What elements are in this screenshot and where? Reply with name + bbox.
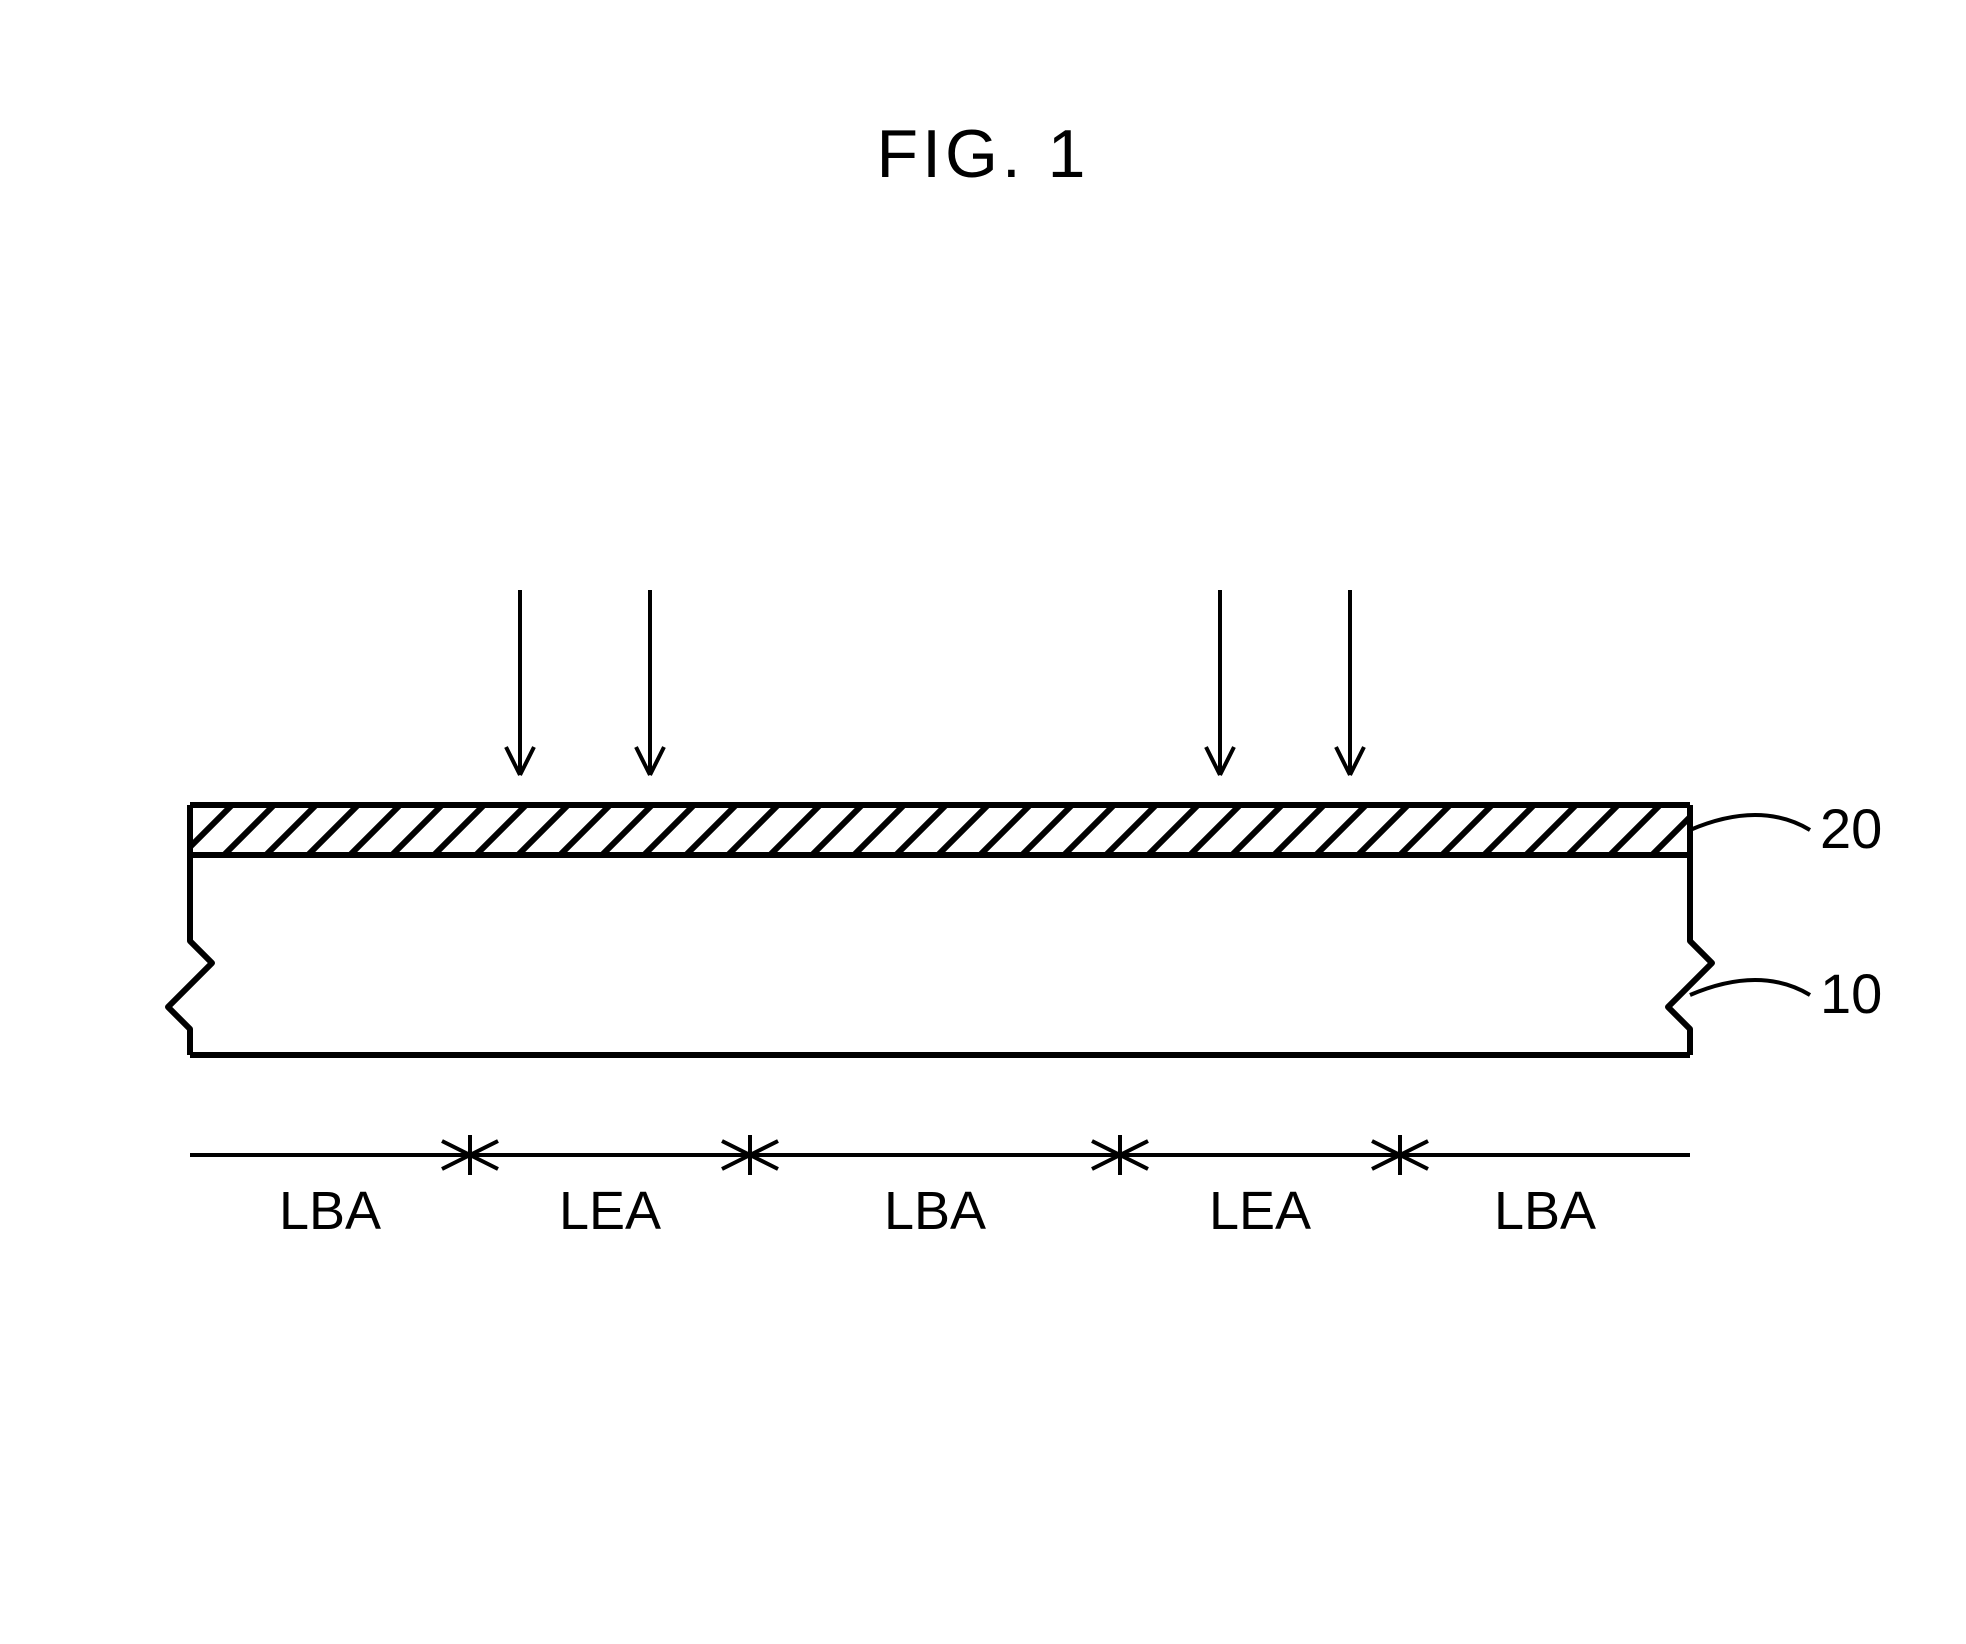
region-label-1: LEA xyxy=(510,1180,710,1242)
callout-label-0: 20 xyxy=(1820,796,1882,861)
region-axis xyxy=(190,1135,1690,1175)
region-label-4: LBA xyxy=(1445,1180,1645,1242)
region-label-0: LBA xyxy=(230,1180,430,1242)
layer-10-outline xyxy=(168,855,1712,1055)
layer-20-hatch xyxy=(98,805,1744,855)
callout-leader-1 xyxy=(1690,980,1810,995)
figure-svg xyxy=(0,0,1966,1644)
region-label-2: LBA xyxy=(835,1180,1035,1242)
callout-leader-0 xyxy=(1690,815,1810,830)
region-label-3: LEA xyxy=(1160,1180,1360,1242)
irradiation-arrows xyxy=(506,590,1364,775)
callout-label-1: 10 xyxy=(1820,961,1882,1026)
